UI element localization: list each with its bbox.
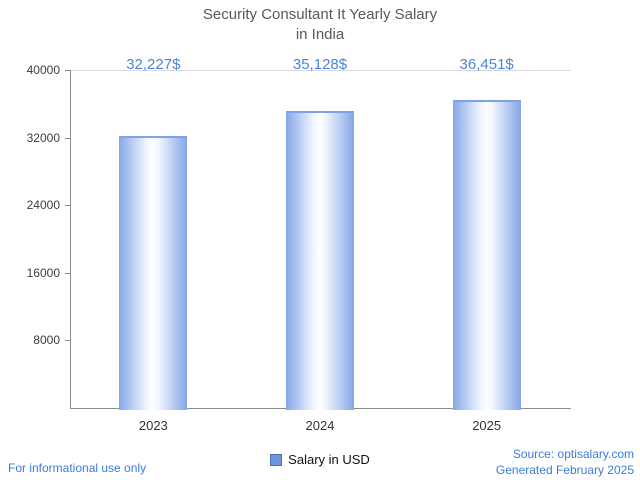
y-tick-mark: [65, 137, 70, 139]
x-tick-label: 2025: [472, 418, 502, 433]
disclaimer-text: For informational use only: [8, 461, 147, 475]
y-tick-label: 40000: [26, 63, 60, 77]
x-tick-label: 2023: [138, 418, 168, 433]
y-tick-mark: [65, 272, 70, 274]
bar-2023: [119, 135, 188, 410]
legend-label: Salary in USD: [288, 452, 370, 467]
y-tick-mark: [65, 205, 70, 207]
bar-value-label: 32,227$: [126, 56, 181, 73]
y-tick-label: 32000: [26, 130, 60, 145]
bar-value-label: 36,451$: [459, 56, 514, 73]
chart-legend: Salary in USD: [0, 452, 640, 467]
top-grid-line: [70, 70, 571, 71]
legend-swatch-icon: [270, 453, 283, 466]
y-axis-line: [70, 70, 71, 408]
bar-2025: [452, 99, 521, 410]
x-tick-label: 2024: [305, 418, 335, 433]
y-tick-label: 16000: [26, 265, 60, 280]
y-tick-label: 8000: [33, 333, 60, 348]
chart-title: Security Consultant It Yearly Salary in …: [202, 6, 438, 43]
bar-value-label: 35,128$: [292, 56, 348, 73]
y-tick-mark: [65, 340, 70, 342]
y-tick-mark: [65, 70, 70, 71]
bar-2024: [286, 111, 354, 410]
generated-text: Generated February 2025: [495, 462, 634, 477]
source-text: Source: optisalary.com: [512, 447, 634, 461]
y-tick-label: 24000: [26, 198, 60, 213]
source-info: Source: optisalary.com Generated Februar…: [496, 447, 634, 478]
